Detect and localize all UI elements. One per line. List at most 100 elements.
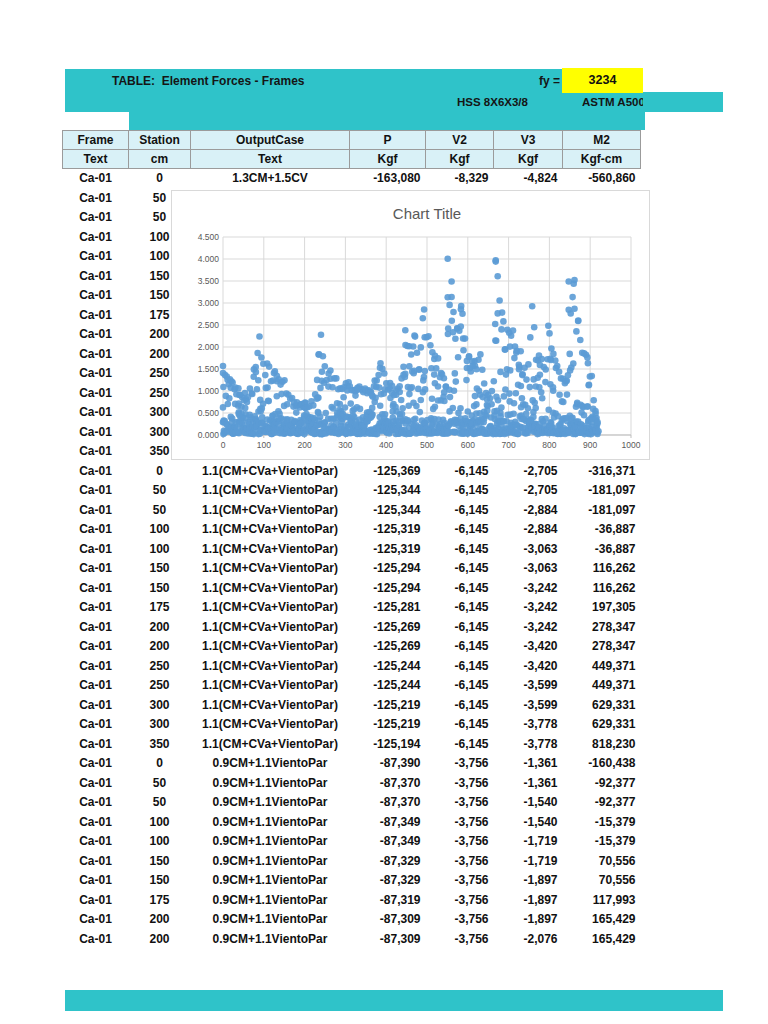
cell[interactable]: Ca-01 [63,657,129,677]
cell[interactable]: 300 [129,715,191,735]
cell[interactable]: -6,145 [426,540,494,560]
cell[interactable]: 200 [129,930,191,950]
cell[interactable]: -1,897 [494,871,563,891]
cell[interactable]: 300 [129,696,191,716]
cell[interactable]: 116,262 [563,579,641,599]
cell[interactable]: -3,063 [494,540,563,560]
cell[interactable]: -3,756 [426,871,494,891]
cell[interactable]: 1.1(CM+CVa+VientoPar) [191,637,350,657]
cell[interactable]: Ca-01 [63,384,129,404]
cell[interactable]: 1.1(CM+CVa+VientoPar) [191,618,350,638]
cell[interactable]: 0.9CM+1.1VientoPar [191,910,350,930]
cell[interactable]: -87,329 [350,852,426,872]
cell[interactable]: Ca-01 [63,520,129,540]
col-unit[interactable]: Kgf [426,150,494,169]
cell[interactable]: Ca-01 [63,715,129,735]
cell[interactable]: -87,329 [350,871,426,891]
cell[interactable]: 1.1(CM+CVa+VientoPar) [191,520,350,540]
cell[interactable]: -125,344 [350,481,426,501]
cell[interactable]: -6,145 [426,462,494,482]
cell[interactable]: -125,319 [350,540,426,560]
cell[interactable]: 0.9CM+1.1VientoPar [191,891,350,911]
cell[interactable]: 1.1(CM+CVa+VientoPar) [191,481,350,501]
cell[interactable]: 278,347 [563,637,641,657]
cell[interactable]: -3,242 [494,598,563,618]
cell[interactable]: -87,309 [350,910,426,930]
cell[interactable]: 1.1(CM+CVa+VientoPar) [191,657,350,677]
cell[interactable]: 200 [129,637,191,657]
cell[interactable]: Ca-01 [63,306,129,326]
cell[interactable]: 0 [129,754,191,774]
cell[interactable]: -87,349 [350,832,426,852]
cell[interactable]: 1.3CM+1.5CV [191,169,350,189]
cell[interactable]: Ca-01 [63,852,129,872]
cell[interactable]: 0.9CM+1.1VientoPar [191,852,350,872]
cell[interactable]: 70,556 [563,871,641,891]
cell[interactable]: 0.9CM+1.1VientoPar [191,813,350,833]
col-unit[interactable]: Kgf-cm [563,150,641,169]
col-header[interactable]: P [350,131,426,150]
cell[interactable]: -3,756 [426,813,494,833]
cell[interactable]: 1.1(CM+CVa+VientoPar) [191,735,350,755]
cell[interactable]: 1.1(CM+CVa+VientoPar) [191,559,350,579]
cell[interactable]: -3,756 [426,891,494,911]
cell[interactable]: Ca-01 [63,637,129,657]
cell[interactable]: -316,371 [563,462,641,482]
cell[interactable]: -163,080 [350,169,426,189]
cell[interactable]: -1,719 [494,832,563,852]
cell[interactable]: -3,756 [426,852,494,872]
cell[interactable]: Ca-01 [63,208,129,228]
cell[interactable]: 1.1(CM+CVa+VientoPar) [191,715,350,735]
col-header[interactable]: V2 [426,131,494,150]
cell[interactable]: -3,063 [494,559,563,579]
cell[interactable]: 200 [129,618,191,638]
cell[interactable]: -6,145 [426,481,494,501]
scatter-chart[interactable]: 0.0000.5001.0001.5002.0002.5003.0003.500… [171,190,650,460]
cell[interactable]: -125,269 [350,637,426,657]
cell[interactable]: Ca-01 [63,364,129,384]
cell[interactable]: 117,993 [563,891,641,911]
cell[interactable]: -3,756 [426,930,494,950]
cell[interactable]: -3,756 [426,793,494,813]
cell[interactable]: Ca-01 [63,754,129,774]
cell[interactable]: -6,145 [426,501,494,521]
cell[interactable]: -1,719 [494,852,563,872]
cell[interactable]: Ca-01 [63,696,129,716]
cell[interactable]: -15,379 [563,832,641,852]
cell[interactable]: 449,371 [563,657,641,677]
cell[interactable]: -6,145 [426,618,494,638]
cell[interactable]: -1,361 [494,754,563,774]
cell[interactable]: -6,145 [426,696,494,716]
cell[interactable]: -3,242 [494,579,563,599]
cell[interactable]: Ca-01 [63,325,129,345]
cell[interactable]: Ca-01 [63,228,129,248]
cell[interactable]: -3,420 [494,637,563,657]
cell[interactable]: 1.1(CM+CVa+VientoPar) [191,579,350,599]
cell[interactable]: -6,145 [426,715,494,735]
cell[interactable]: -87,349 [350,813,426,833]
cell[interactable]: -15,379 [563,813,641,833]
cell[interactable]: -3,778 [494,715,563,735]
cell[interactable]: -2,705 [494,481,563,501]
col-unit[interactable]: Text [63,150,129,169]
cell[interactable]: 100 [129,813,191,833]
cell[interactable]: 1.1(CM+CVa+VientoPar) [191,676,350,696]
cell[interactable]: Ca-01 [63,442,129,462]
cell[interactable]: -87,319 [350,891,426,911]
cell[interactable]: Ca-01 [63,462,129,482]
cell[interactable]: 150 [129,559,191,579]
cell[interactable]: -92,377 [563,774,641,794]
cell[interactable]: -2,705 [494,462,563,482]
cell[interactable]: 1.1(CM+CVa+VientoPar) [191,696,350,716]
col-unit[interactable]: Kgf [350,150,426,169]
cell[interactable]: -2,884 [494,501,563,521]
cell[interactable]: Ca-01 [63,891,129,911]
cell[interactable]: -6,145 [426,598,494,618]
cell[interactable]: 165,429 [563,930,641,950]
cell[interactable]: 150 [129,579,191,599]
cell[interactable]: 0 [129,462,191,482]
cell[interactable]: 818,230 [563,735,641,755]
cell[interactable]: -125,294 [350,559,426,579]
cell[interactable]: Ca-01 [63,559,129,579]
cell[interactable]: -8,329 [426,169,494,189]
